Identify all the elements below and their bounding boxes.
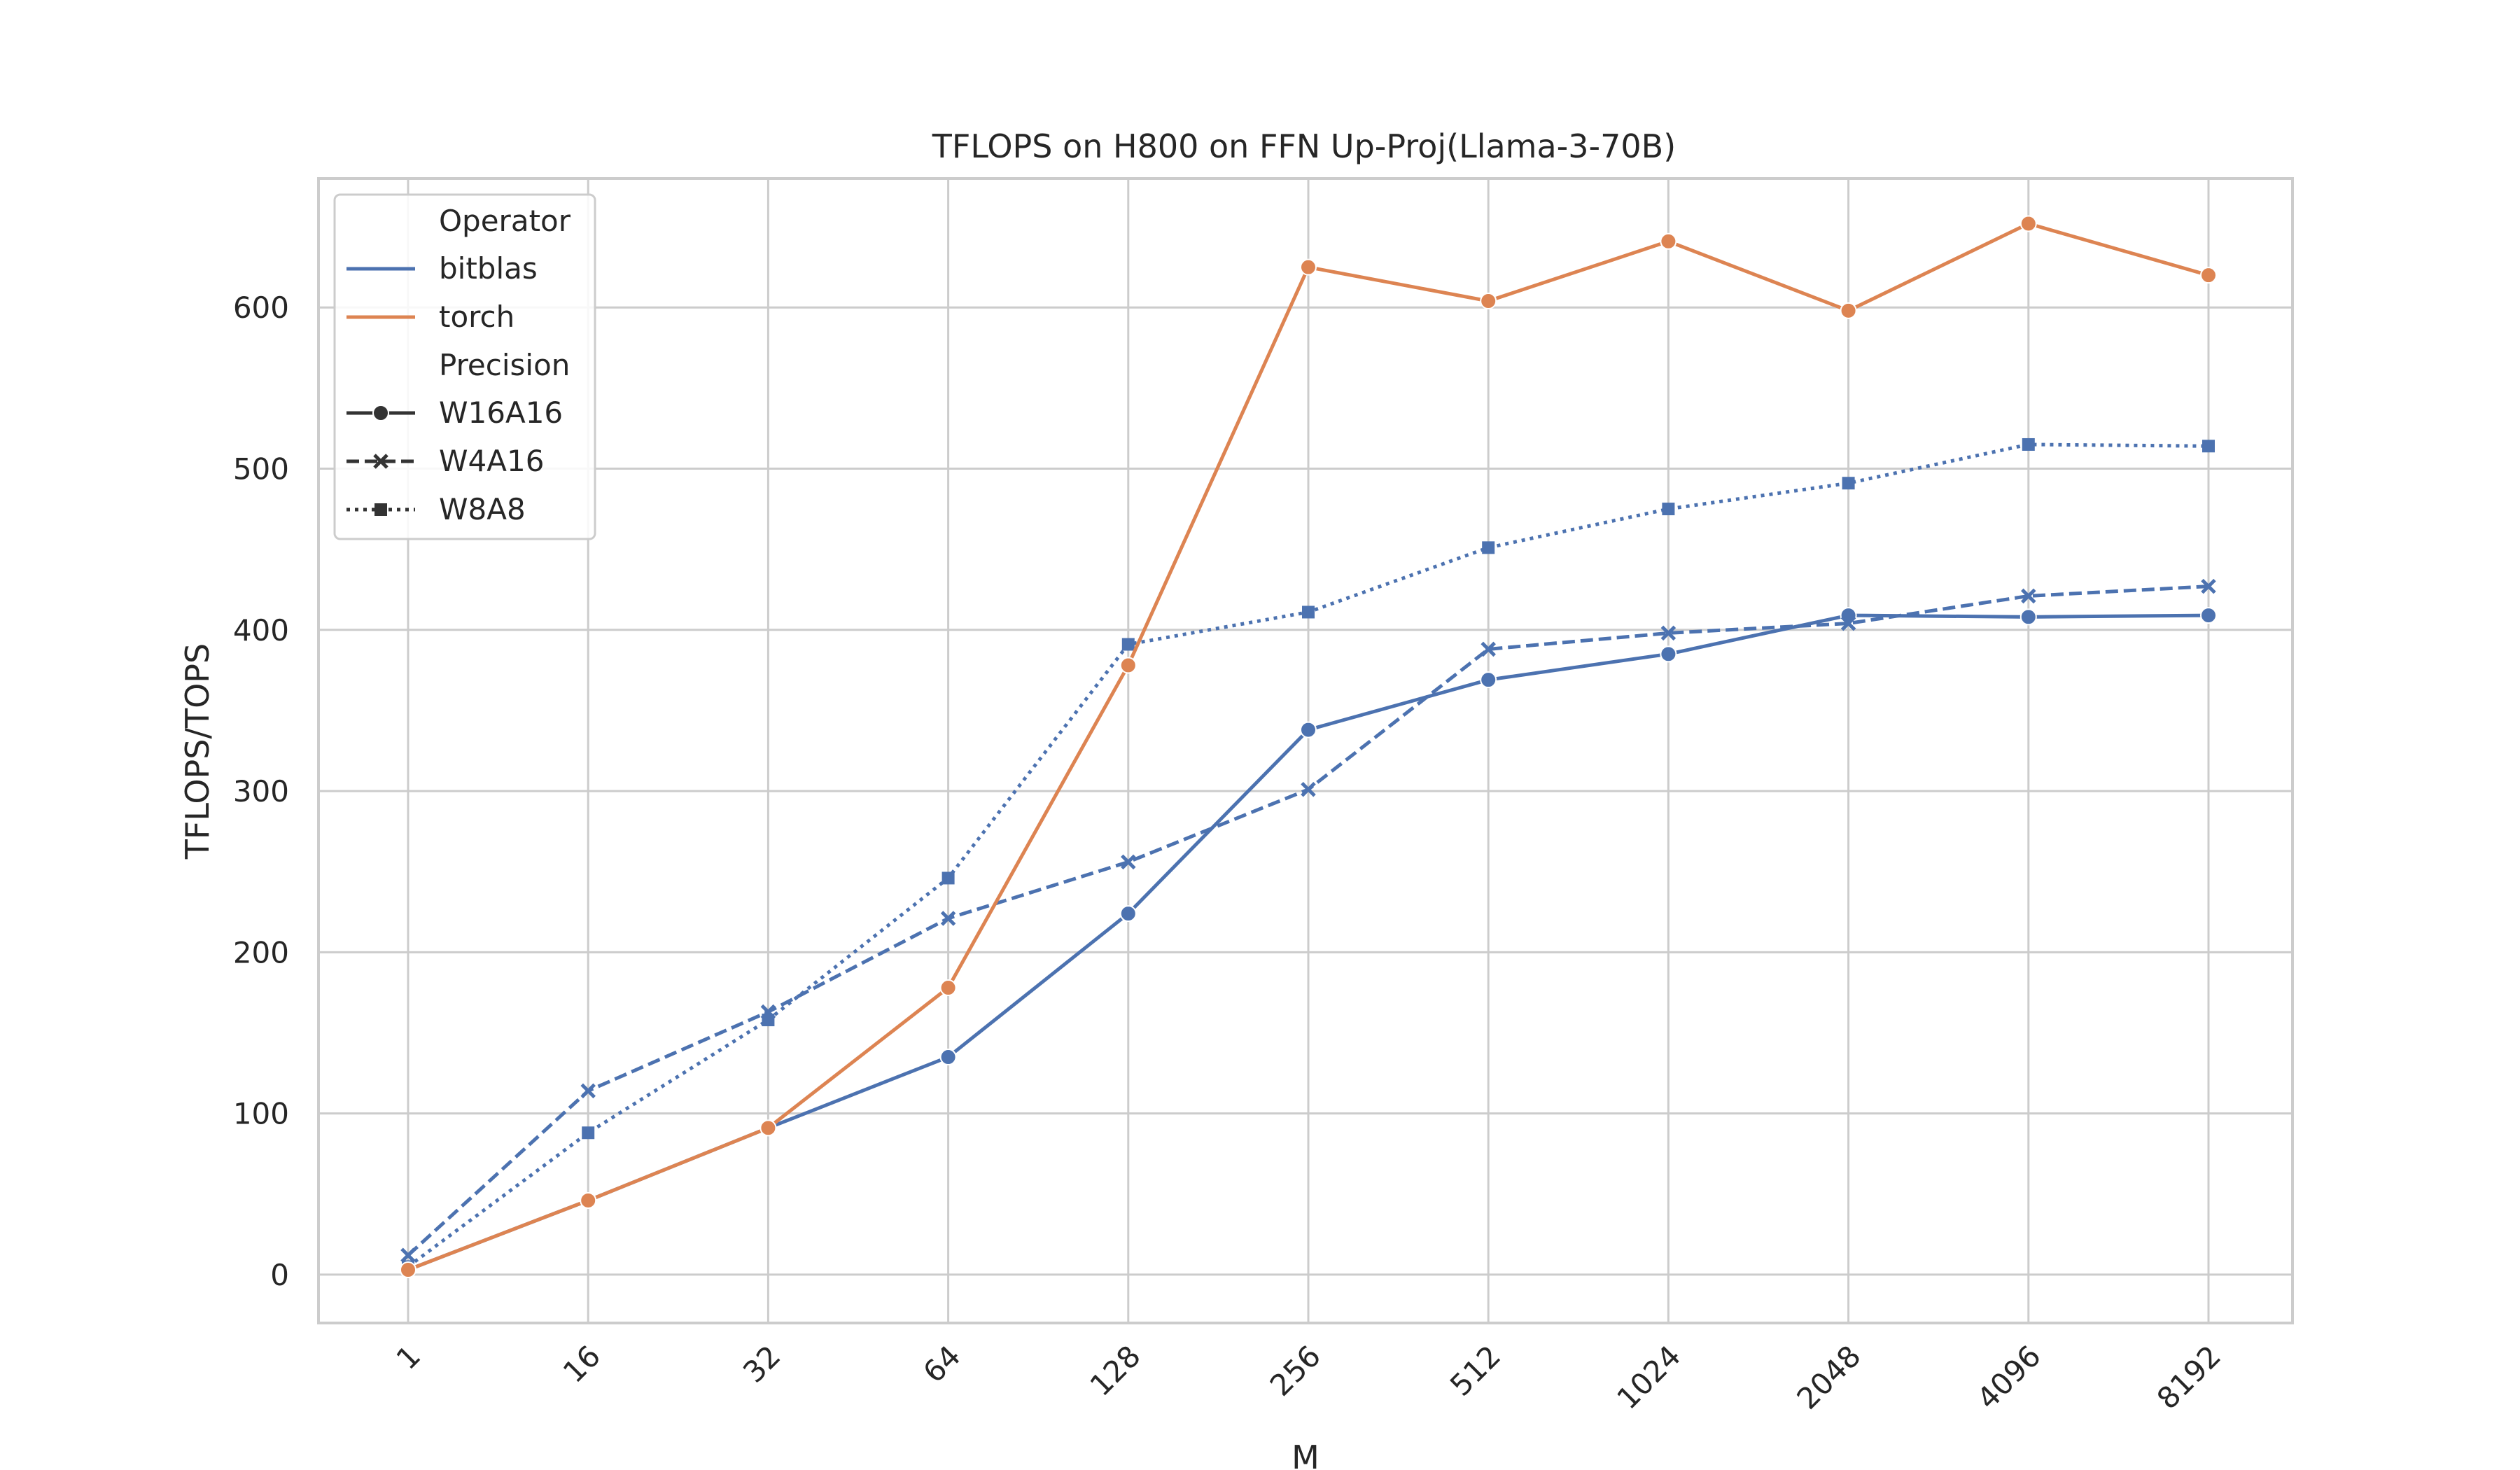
legend-label-w4a16: W4A16 [439,444,544,478]
data-point-bitblas-w16a16 [1660,645,1677,663]
y-tick-label: 100 [233,1097,289,1131]
data-point-torch-w16a16 [1300,258,1317,276]
y-tick-label: 0 [270,1258,289,1292]
data-point-torch-w16a16 [760,1119,777,1137]
data-point-bitblas-w4a16 [1121,854,1136,870]
data-point-torch-w16a16 [1660,232,1677,250]
x-tick-label: 16 [556,1338,607,1389]
x-tick-label: 32 [736,1338,787,1389]
data-point-bitblas-w4a16 [1840,615,1856,631]
data-point-bitblas-w4a16 [940,911,956,926]
legend-label-w16a16: W16A16 [439,396,563,430]
data-point-bitblas-w16a16 [939,1049,957,1066]
data-point-bitblas-w8a8 [1482,541,1495,554]
y-tick-label: 500 [233,452,289,486]
data-point-torch-w16a16 [1840,302,1857,319]
data-point-torch-w16a16 [400,1261,416,1279]
data-point-bitblas-w8a8 [1842,477,1855,490]
legend-precision-title: Precision [439,348,570,382]
data-point-bitblas-w16a16 [1840,607,1857,624]
x-tick-label: 128 [1084,1338,1147,1402]
series-layer [400,215,2217,1279]
data-point-bitblas-w4a16 [400,1247,416,1264]
x-tick-label: 1 [390,1338,428,1376]
legend-label-w8a8: W8A8 [439,492,526,526]
data-point-bitblas-w16a16 [2019,608,2037,626]
data-point-bitblas-w4a16 [1480,641,1496,657]
x-tick-label: 256 [1264,1338,1327,1402]
data-point-bitblas-w4a16 [2201,578,2216,594]
x-axis-label: M [1292,1438,1320,1470]
y-axis-label: TFLOPS/TOPS [178,643,216,860]
data-point-bitblas-w4a16 [580,1083,596,1099]
grid [318,178,2292,1323]
legend-label-bitblas: bitblas [439,251,538,286]
data-point-torch-w16a16 [2200,267,2217,284]
data-point-torch-w16a16 [580,1191,597,1209]
x-tick-label: 512 [1443,1338,1507,1402]
x-tick-label: 1024 [1610,1338,1687,1415]
legend-operator-title: Operator [439,204,571,238]
x-axis-ticks: 1 16 32 64 128 256 512 1024 2048 4096 8192 [390,1338,2228,1415]
data-point-bitblas-w16a16 [1300,721,1317,738]
chart-title: TFLOPS on H800 on FFN Up-Proj(Llama-3-70… [932,127,1676,165]
data-point-bitblas-w8a8 [1302,606,1315,619]
data-point-bitblas-w16a16 [1480,671,1497,689]
data-point-bitblas-w8a8 [2202,440,2215,453]
data-point-bitblas-w8a8 [1121,638,1135,651]
y-tick-label: 400 [233,613,289,648]
legend-box [333,193,596,540]
data-point-bitblas-w4a16 [1660,625,1676,641]
data-point-bitblas-w16a16 [2200,607,2217,624]
plot-frame [317,177,2294,1324]
x-tick-label: 8192 [2150,1338,2227,1415]
y-tick-label: 600 [233,290,289,325]
legend-marker-square [374,503,387,516]
x-tick-label: 64 [916,1338,967,1389]
y-axis-ticks: 0 100 200 300 400 500 600 [233,290,289,1292]
legend-marker-x [373,454,388,469]
data-point-bitblas-w8a8 [1662,503,1675,516]
data-point-torch-w16a16 [1480,293,1497,310]
data-point-bitblas-w8a8 [582,1126,595,1140]
data-point-bitblas-w4a16 [2021,588,2036,604]
data-point-torch-w16a16 [2019,215,2037,232]
y-tick-label: 300 [233,774,289,808]
data-point-bitblas-w8a8 [2022,438,2035,451]
data-point-bitblas-w8a8 [762,1014,775,1027]
legend-marker-circle [372,405,389,421]
y-tick-label: 200 [233,935,289,969]
data-point-torch-w16a16 [1119,657,1137,674]
legend: Operator bitblas torch Precision W16A16 … [333,193,596,540]
x-tick-label: 4096 [1970,1338,2047,1415]
data-point-bitblas-w4a16 [1301,782,1316,797]
data-point-torch-w16a16 [939,979,957,997]
legend-label-torch: torch [439,300,514,334]
data-point-bitblas-w16a16 [1119,905,1137,923]
x-tick-label: 2048 [1790,1338,1867,1415]
data-point-bitblas-w8a8 [941,872,955,885]
